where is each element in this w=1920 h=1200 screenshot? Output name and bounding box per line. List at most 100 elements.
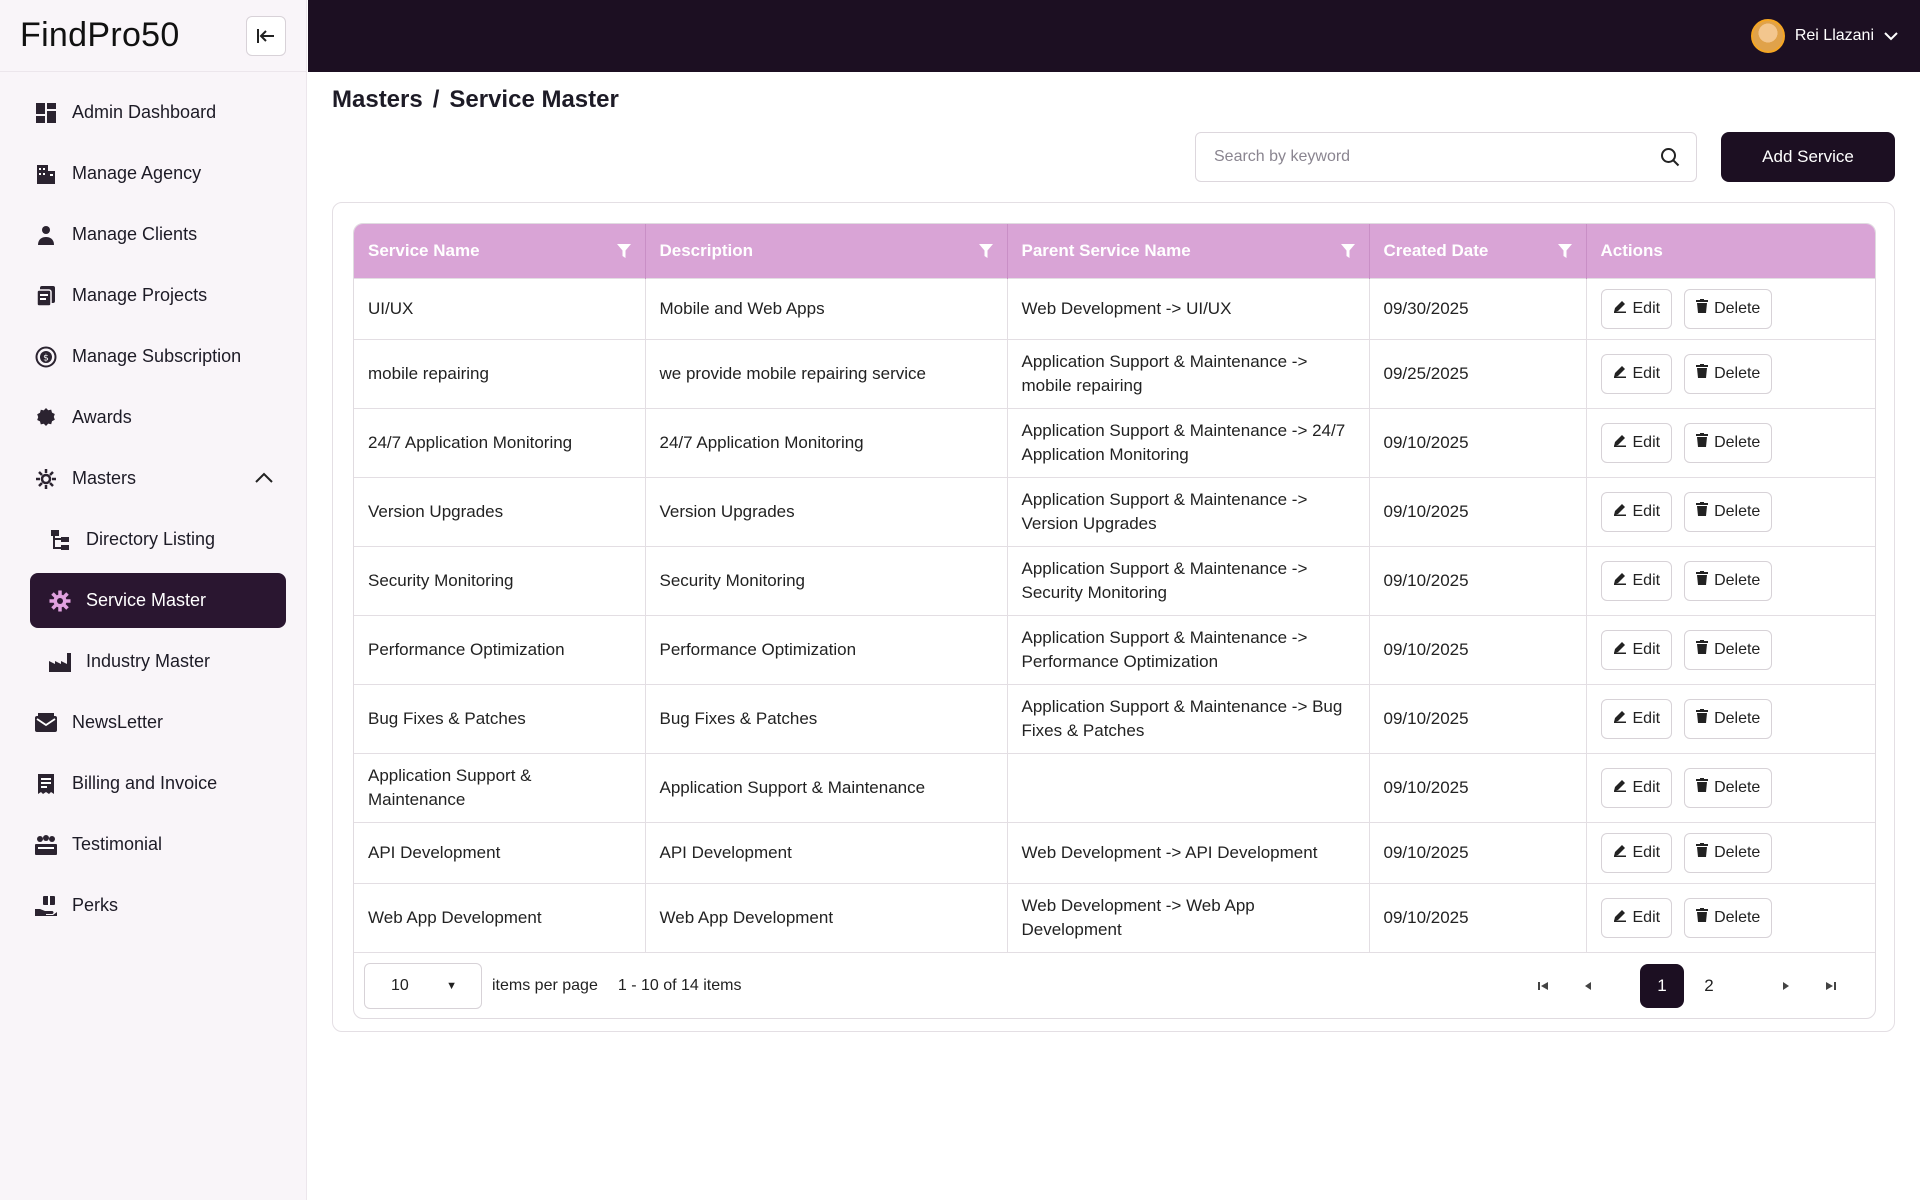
sidebar-item-label: Billing and Invoice bbox=[72, 773, 218, 793]
prev-page-icon[interactable] bbox=[1568, 966, 1608, 1006]
breadcrumb-parent[interactable]: Masters bbox=[332, 86, 423, 113]
delete-button[interactable]: Delete bbox=[1684, 560, 1773, 601]
delete-button[interactable]: Delete bbox=[1684, 422, 1773, 463]
row-actions: Edit Delete bbox=[1600, 288, 1862, 329]
sidebar-item-label: Masters bbox=[72, 468, 137, 488]
cell-actions: Edit Delete bbox=[1586, 476, 1875, 546]
edit-button[interactable]: Edit bbox=[1600, 422, 1673, 463]
cell-actions: Edit Delete bbox=[1586, 752, 1875, 822]
edit-button[interactable]: Edit bbox=[1600, 832, 1673, 873]
sidebar-item-perks[interactable]: Perks bbox=[0, 875, 306, 936]
filter-icon[interactable] bbox=[978, 243, 993, 258]
last-page-icon[interactable] bbox=[1811, 966, 1851, 1006]
cell-service-name: mobile repairing bbox=[354, 338, 646, 408]
sidebar-item-manage-projects[interactable]: Manage Projects bbox=[0, 265, 306, 326]
cell-text: Application Support & Maintenance -> Per… bbox=[1021, 627, 1308, 671]
user-menu[interactable]: Rei Llazani bbox=[1750, 19, 1898, 53]
filter-icon[interactable] bbox=[1340, 243, 1355, 258]
first-page-icon[interactable] bbox=[1523, 966, 1563, 1006]
delete-button[interactable]: Delete bbox=[1684, 629, 1773, 670]
delete-button[interactable]: Delete bbox=[1684, 491, 1773, 532]
cell-text: Web Development -> API Development bbox=[1021, 842, 1318, 862]
page-button-1[interactable]: 1 bbox=[1640, 963, 1684, 1008]
delete-button[interactable]: Delete bbox=[1684, 832, 1773, 873]
table-row: Security Monitoring Security Monitoring Ap… bbox=[354, 545, 1875, 615]
edit-icon bbox=[1613, 709, 1627, 728]
sidebar-item-admin-dashboard[interactable]: Admin Dashboard bbox=[0, 82, 306, 143]
sidebar-item-label: NewsLetter bbox=[72, 712, 164, 732]
sidebar-item-industry-master[interactable]: Industry Master bbox=[0, 631, 306, 692]
sidebar-item-manage-agency[interactable]: Manage Agency bbox=[0, 143, 306, 204]
page-button-2[interactable]: 2 bbox=[1704, 975, 1714, 995]
column-service-name: Service Name bbox=[354, 224, 646, 278]
sidebar-item-manage-subscription[interactable]: $ Manage Subscription bbox=[0, 326, 306, 387]
cell-text: API Development bbox=[368, 842, 501, 862]
sidebar-item-label: Awards bbox=[72, 407, 132, 427]
sidebar-item-billing-invoice[interactable]: Billing and Invoice bbox=[0, 753, 306, 814]
sidebar-item-label: Testimonial bbox=[72, 834, 163, 854]
trash-icon bbox=[1696, 843, 1709, 862]
chevron-up-icon[interactable] bbox=[254, 468, 274, 489]
table-header-row: Service Name Description Parent Service … bbox=[354, 224, 1875, 278]
cell-text: Web App Development bbox=[368, 907, 542, 927]
edit-icon bbox=[1613, 843, 1627, 862]
cell-text: Version Upgrades bbox=[659, 501, 795, 521]
cell-text: Application Support & Maintenance -> Ver… bbox=[1021, 489, 1308, 533]
edit-button[interactable]: Edit bbox=[1600, 897, 1673, 938]
edit-button[interactable]: Edit bbox=[1600, 491, 1673, 532]
sidebar-item-masters[interactable]: Masters bbox=[0, 448, 306, 509]
edit-label: Edit bbox=[1632, 299, 1661, 317]
delete-button[interactable]: Delete bbox=[1684, 767, 1773, 808]
column-description: Description bbox=[645, 224, 1008, 278]
trash-icon bbox=[1696, 571, 1709, 590]
breadcrumb: Masters / Service Master bbox=[332, 86, 1895, 114]
next-page-icon[interactable] bbox=[1766, 966, 1806, 1006]
edit-icon bbox=[1613, 299, 1627, 318]
delete-button[interactable]: Delete bbox=[1684, 288, 1773, 329]
sidebar-item-directory-listing[interactable]: Directory Listing bbox=[0, 509, 306, 570]
column-parent-service-name: Parent Service Name bbox=[1007, 224, 1370, 278]
toolbar: Add Service bbox=[1195, 132, 1895, 182]
edit-button[interactable]: Edit bbox=[1600, 353, 1673, 394]
cell-text: Mobile and Web Apps bbox=[659, 298, 825, 318]
sidebar-item-testimonial[interactable]: Testimonial bbox=[0, 814, 306, 875]
perks-icon bbox=[34, 894, 58, 918]
gear-icon bbox=[48, 589, 72, 613]
trash-icon bbox=[1696, 778, 1709, 797]
delete-button[interactable]: Delete bbox=[1684, 698, 1773, 739]
brand-bar: FindPro50 bbox=[0, 0, 306, 72]
sidebar-item-label: Manage Clients bbox=[72, 224, 198, 244]
sidebar-item-newsletter[interactable]: NewsLetter bbox=[0, 692, 306, 753]
delete-button[interactable]: Delete bbox=[1684, 897, 1773, 938]
search-icon[interactable] bbox=[1660, 147, 1680, 167]
edit-icon bbox=[1613, 908, 1627, 927]
edit-button[interactable]: Edit bbox=[1600, 767, 1673, 808]
cell-text: 24/7 Application Monitoring bbox=[659, 432, 864, 452]
add-service-button[interactable]: Add Service bbox=[1721, 132, 1895, 182]
filter-icon[interactable] bbox=[616, 243, 631, 258]
cell-text: Application Support & Maintenance -> 24/… bbox=[1021, 420, 1346, 464]
cell-created-date: 09/25/2025 bbox=[1369, 338, 1587, 408]
avatar bbox=[1750, 19, 1785, 53]
delete-button[interactable]: Delete bbox=[1684, 353, 1773, 394]
sidebar-item-service-master[interactable]: Service Master bbox=[30, 573, 286, 628]
sidebar-item-manage-clients[interactable]: Manage Clients bbox=[0, 204, 306, 265]
edit-label: Edit bbox=[1632, 433, 1661, 451]
cell-text: Performance Optimization bbox=[659, 639, 857, 659]
filter-icon[interactable] bbox=[1557, 243, 1572, 258]
cell-text: Version Upgrades bbox=[368, 501, 504, 521]
sidebar-item-awards[interactable]: Awards bbox=[0, 387, 306, 448]
table-row: Bug Fixes & Patches Bug Fixes & Patches Ap… bbox=[354, 683, 1875, 753]
cell-service-name: Security Monitoring bbox=[354, 545, 646, 615]
edit-button[interactable]: Edit bbox=[1600, 629, 1673, 670]
page-size-select[interactable]: 10 ▼ bbox=[364, 962, 482, 1009]
edit-button[interactable]: Edit bbox=[1600, 560, 1673, 601]
cell-created-date: 09/10/2025 bbox=[1369, 407, 1587, 477]
edit-button[interactable]: Edit bbox=[1600, 698, 1673, 739]
cell-created-date: 09/10/2025 bbox=[1369, 545, 1587, 615]
cell-description: Bug Fixes & Patches bbox=[645, 683, 1008, 753]
edit-button[interactable]: Edit bbox=[1600, 288, 1673, 329]
cell-service-name: UI/UX bbox=[354, 277, 646, 339]
collapse-sidebar-button[interactable] bbox=[246, 15, 286, 56]
search-input[interactable] bbox=[1214, 148, 1660, 166]
